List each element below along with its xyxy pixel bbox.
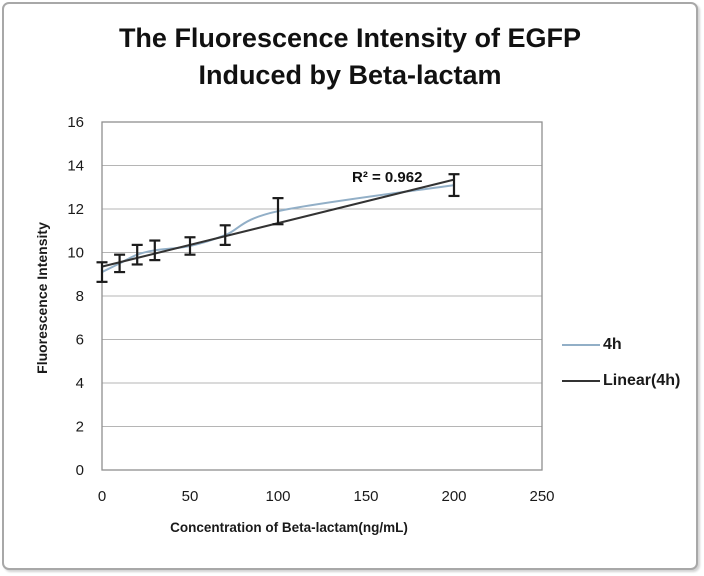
legend-line-swatch-4h <box>562 344 600 346</box>
svg-text:10: 10 <box>67 245 84 262</box>
legend-line-swatch-linear-4h <box>562 380 600 382</box>
chart-title-line1: The Fluorescence Intensity of EGFP <box>118 23 582 53</box>
legend-label-linear-4h: Linear(4h) <box>603 372 681 389</box>
y-tick-labels: 0 2 4 6 8 10 12 14 16 <box>67 114 84 479</box>
legend-label-4h: 4h <box>603 336 622 353</box>
chart-title-line2: Induced by Beta-lactam <box>198 60 502 90</box>
svg-text:150: 150 <box>353 488 378 505</box>
gridlines <box>102 121 542 471</box>
axis-frame <box>101 121 543 471</box>
svg-text:6: 6 <box>76 332 84 349</box>
svg-text:0: 0 <box>76 462 84 479</box>
chart-figure: The Fluorescence Intensity of EGFP Induc… <box>2 2 698 570</box>
svg-text:100: 100 <box>265 488 290 505</box>
legend-item-4h: 4h <box>562 335 680 355</box>
svg-text:14: 14 <box>67 158 84 175</box>
legend-item-linear-4h: Linear(4h) <box>562 371 680 391</box>
svg-text:250: 250 <box>529 488 554 505</box>
x-axis-title: Concentration of Beta-lactam(ng/mL) <box>170 520 408 535</box>
plot-area: 0 2 4 6 8 10 12 14 16 0 50 100 150 200 250 <box>67 114 555 505</box>
svg-text:16: 16 <box>67 114 84 131</box>
svg-text:12: 12 <box>67 201 84 218</box>
chart-title: The Fluorescence Intensity of EGFP Induc… <box>4 20 696 94</box>
svg-text:4: 4 <box>76 375 84 392</box>
svg-text:2: 2 <box>76 419 84 436</box>
error-bars <box>96 173 460 283</box>
svg-text:200: 200 <box>441 488 466 505</box>
svg-text:8: 8 <box>76 288 84 305</box>
x-tick-labels: 0 50 100 150 200 250 <box>98 488 555 505</box>
legend: 4h Linear(4h) <box>562 335 680 391</box>
y-axis-title: Fluorescence Intensity <box>34 222 50 374</box>
svg-text:0: 0 <box>98 488 106 505</box>
r-squared-annotation: R² = 0.962 <box>352 169 423 186</box>
svg-text:50: 50 <box>182 488 199 505</box>
